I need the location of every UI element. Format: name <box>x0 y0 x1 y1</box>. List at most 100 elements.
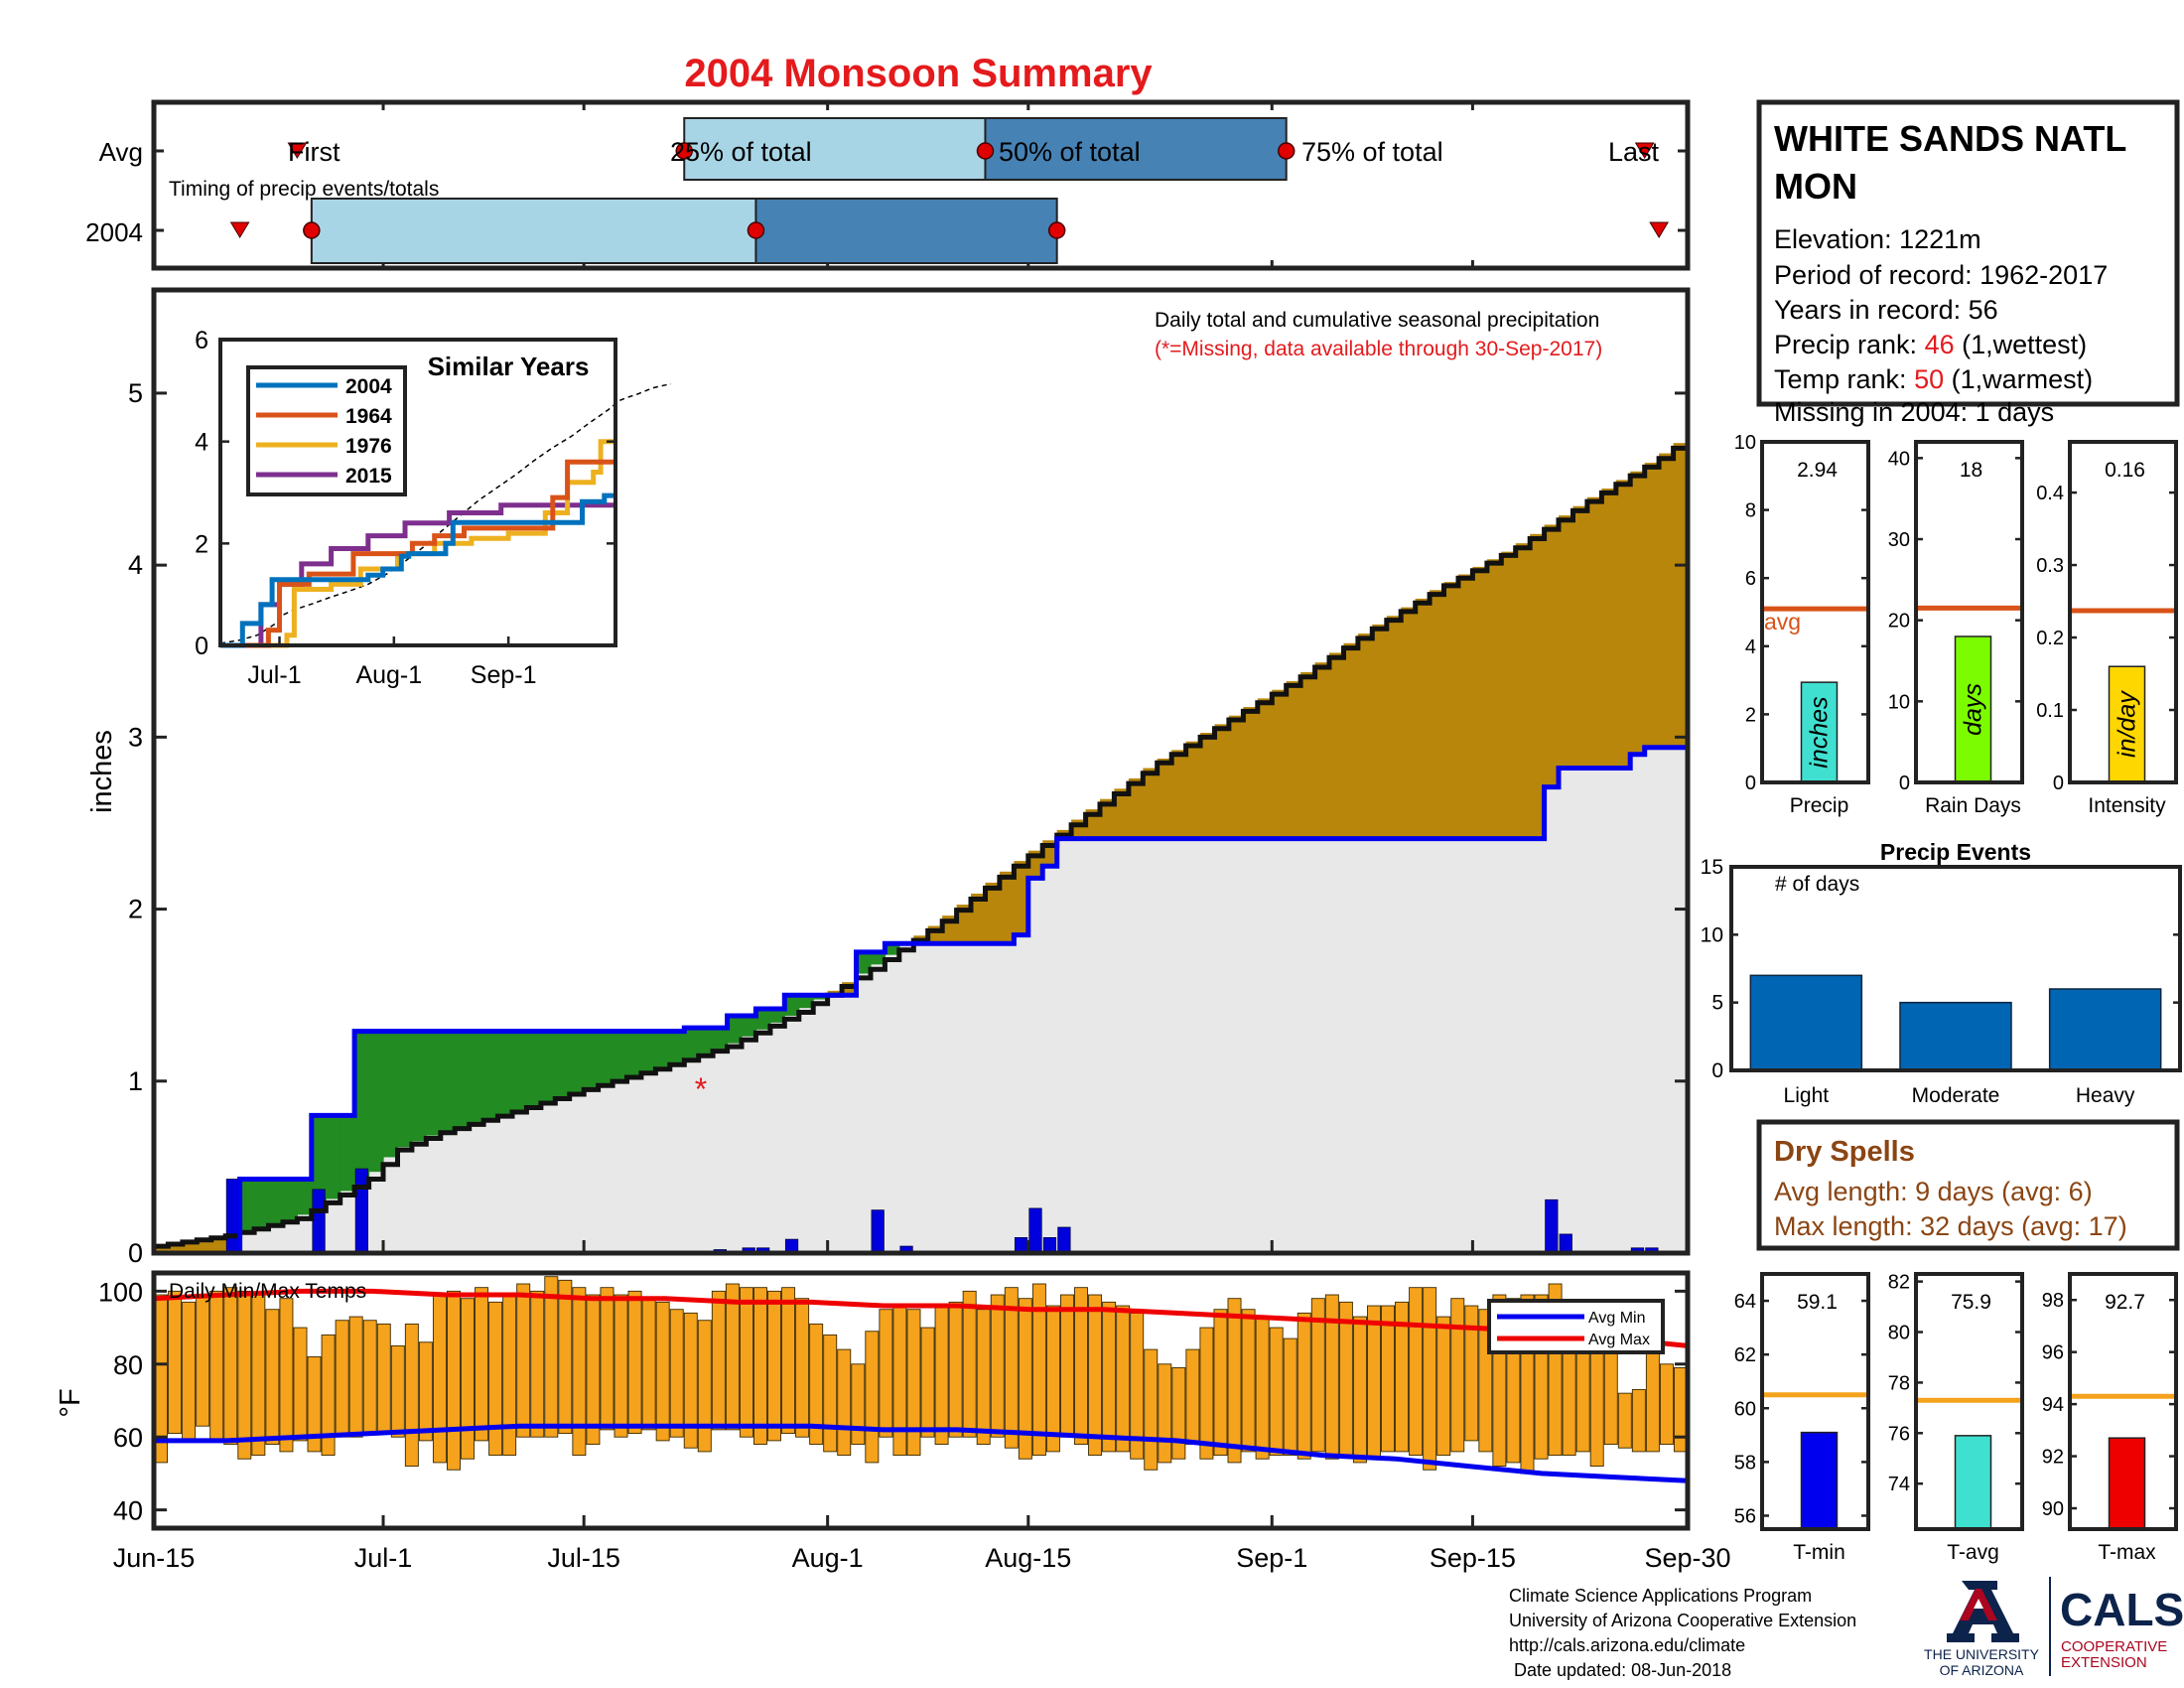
panel-frame <box>1914 440 2024 784</box>
cumulative-difference-fill <box>455 1031 471 1127</box>
panel-ytick-label: 74 <box>1888 1474 1910 1495</box>
cumulative-difference-fill <box>311 1115 327 1207</box>
cumulative-difference-fill <box>598 1031 614 1084</box>
daily-temp-range-bar <box>1310 1298 1325 1453</box>
cumulative-difference-fill <box>340 1115 355 1192</box>
panel-t-min: 56 58 60 62 64 59.1 T-min <box>1734 1272 1870 1564</box>
daily-temp-range-bar <box>1255 1316 1270 1460</box>
daily-temp-range-bar <box>1144 1348 1159 1471</box>
university-of-arizona-logo: THE UNIVERSITY OF ARIZONA <box>1924 1581 2040 1678</box>
panel-ytick-label: 78 <box>1888 1372 1910 1394</box>
panel-frame <box>2068 440 2178 784</box>
daily-temp-range-bar <box>544 1276 559 1438</box>
station-name-line-1: WHITE SANDS NATL <box>1774 118 2126 159</box>
timing-last-label: Last <box>1608 137 1660 167</box>
daily-temp-range-bar <box>1338 1301 1353 1457</box>
timing-year-first-last-marker <box>229 221 250 238</box>
panel-value-label: 0.16 <box>2105 459 2145 482</box>
cumulative-difference-fill <box>1673 443 1689 748</box>
events-ytick-label: 10 <box>1701 923 1723 946</box>
inset-ytick-label: 0 <box>195 633 208 660</box>
daily-temp-range-bar <box>376 1323 391 1434</box>
date-axis-label: Sep-1 <box>1236 1543 1307 1573</box>
panel-ytick-label: 6 <box>1745 568 1756 590</box>
timing-year-quantile-dot <box>303 221 321 239</box>
daily-temp-range-bar <box>1395 1301 1410 1453</box>
cumulative-difference-fill <box>1214 724 1230 839</box>
daily-temp-range-bar <box>1074 1287 1088 1446</box>
cumulative-difference-fill <box>684 1028 700 1058</box>
timing-year-first-last-marker <box>1649 221 1670 238</box>
timing-panel: Avg 2004 Timing of precip events/totals … <box>85 99 1691 271</box>
timing-avg-first-last-marker <box>1634 142 1655 159</box>
avg-cumulative-line <box>154 438 1691 1249</box>
daily-temp-range-bar <box>892 1305 907 1457</box>
timing-year-q50-q75-box <box>754 198 1058 264</box>
station-period: Period of record: 1962-2017 <box>1774 260 2108 290</box>
cumulative-difference-fill <box>769 1009 785 1023</box>
daily-temp-range-bar <box>1018 1298 1032 1460</box>
daily-temp-range-bar <box>237 1290 252 1460</box>
panel-ytick-label: 60 <box>1734 1398 1756 1420</box>
avg-min-temp-line <box>154 1423 1689 1483</box>
panel-title: Rain Days <box>1925 794 2021 817</box>
cumulative-difference-fill <box>1143 768 1159 839</box>
panel-value-label: 2.94 <box>1797 459 1838 482</box>
daily-temp-range-bar <box>488 1301 503 1457</box>
daily-precip-bar <box>1057 1226 1071 1254</box>
similar-years-inset: 0 2 4 6 Jul-1 Aug-1 Sep-1 Similar Years 2004 19… <box>195 327 671 689</box>
daily-temp-range-bar <box>781 1287 796 1434</box>
cumulative-difference-fill <box>1329 652 1345 839</box>
event-category-label: Moderate <box>1912 1084 2000 1107</box>
cumulative-difference-fill <box>798 995 814 1009</box>
dry-spells-title: Dry Spells <box>1774 1136 1915 1168</box>
panel-title: T-max <box>2098 1541 2156 1564</box>
station-frame <box>1756 99 2180 407</box>
inset-ytick-label: 4 <box>195 429 208 457</box>
cals-sub-1: COOPERATIVE <box>2061 1638 2167 1655</box>
date-axis-label: Aug-1 <box>792 1543 864 1573</box>
cumulative-difference-fill <box>870 951 887 965</box>
daily-temp-range-bar <box>1241 1309 1256 1453</box>
cumulative-difference-fill <box>1185 741 1201 839</box>
panel-t-avg: 74 76 78 80 82 75.9 T-avg <box>1888 1272 2024 1564</box>
cumulative-difference-fill <box>497 1031 513 1115</box>
footer-line-4: Date updated: 08-Jun-2018 <box>1509 1660 1731 1680</box>
temp-ytick-label: 60 <box>113 1423 143 1453</box>
panel-ytick-label: 0.1 <box>2036 700 2064 722</box>
inset-avg-dashed-line <box>219 382 671 644</box>
daily-temp-range-bar <box>348 1316 363 1438</box>
daily-temp-range-bar <box>739 1287 753 1438</box>
panel-title: Intensity <box>2088 794 2166 817</box>
cumulative-difference-fill <box>985 882 1001 944</box>
ua-logo-text-2: OF ARIZONA <box>1940 1662 2024 1678</box>
main-note-2: (*=Missing, data available through 30-Se… <box>1155 338 1602 360</box>
cumulative-difference-fill <box>755 1009 771 1030</box>
dry-spells-max-length: Max length: 32 days (avg: 17) <box>1774 1211 2127 1241</box>
main-ytick-label: 3 <box>128 722 143 752</box>
cumulative-difference-fill <box>1357 633 1373 839</box>
cumulative-difference-fill <box>254 1179 270 1228</box>
daily-temp-range-bar <box>1464 1305 1479 1442</box>
daily-temp-range-bar <box>572 1287 587 1457</box>
cumulative-difference-fill <box>742 1015 757 1037</box>
panel-ytick-label: 80 <box>1888 1323 1910 1344</box>
daily-temp-range-bar <box>697 1320 712 1453</box>
daily-precip-bar <box>871 1209 885 1254</box>
daily-temp-range-bar <box>1269 1327 1284 1457</box>
daily-temp-range-bar <box>251 1294 266 1457</box>
date-axis-label: Jun-15 <box>113 1543 196 1573</box>
cumulative-difference-fill <box>1401 607 1417 839</box>
panel-ytick-label: 20 <box>1888 611 1910 633</box>
panel-frame <box>1760 1272 1870 1531</box>
daily-temp-range-bar <box>196 1294 210 1427</box>
event-bar-heavy <box>2048 988 2162 1071</box>
station-info-box: WHITE SANDS NATL MON Elevation: 1221m Pe… <box>1756 99 2180 407</box>
cumulative-difference-fill <box>239 1179 255 1231</box>
date-axis-labels: Jun-15 Jul-1 Jul-15 Aug-1 Aug-15 Sep-1 Sep-15 S… <box>113 1543 1731 1573</box>
inset-frame <box>218 338 617 647</box>
timing-q50-label: 50% of total <box>999 137 1141 167</box>
temp-chart-frame <box>151 1270 1691 1531</box>
panel-rain-days: 0 10 20 30 40 18 Rain Days days <box>1888 440 2024 817</box>
